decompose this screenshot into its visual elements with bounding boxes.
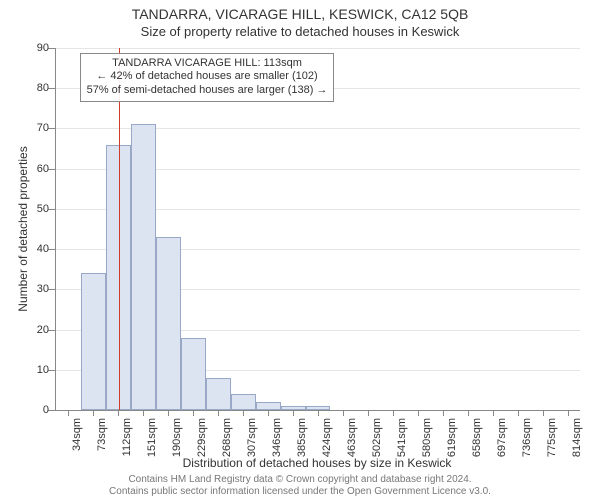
x-tick xyxy=(418,410,419,416)
x-tick-label: 697sqm xyxy=(496,418,508,457)
x-tick-label: 385sqm xyxy=(296,418,308,457)
y-tick xyxy=(48,249,55,250)
y-tick xyxy=(48,128,55,129)
y-tick-label: 30 xyxy=(19,283,49,295)
x-tick-label: 190sqm xyxy=(171,418,183,457)
y-tick-label: 80 xyxy=(19,82,49,94)
x-tick xyxy=(293,410,294,416)
x-tick-label: 73sqm xyxy=(96,418,108,451)
histogram-bar xyxy=(181,338,206,410)
x-tick-label: 736sqm xyxy=(521,418,533,457)
x-tick xyxy=(543,410,544,416)
y-tick xyxy=(48,48,55,49)
x-tick xyxy=(393,410,394,416)
x-tick-label: 502sqm xyxy=(371,418,383,457)
x-axis-label: Distribution of detached houses by size … xyxy=(55,456,579,470)
x-tick-label: 775sqm xyxy=(546,418,558,457)
x-tick-label: 229sqm xyxy=(196,418,208,457)
y-tick-label: 50 xyxy=(19,203,49,215)
x-tick-label: 619sqm xyxy=(446,418,458,457)
x-tick xyxy=(368,410,369,416)
chart-header: TANDARRA, VICARAGE HILL, KESWICK, CA12 5… xyxy=(0,0,600,39)
histogram-bar xyxy=(156,237,181,410)
histogram-bar xyxy=(231,394,256,410)
x-tick xyxy=(68,410,69,416)
annotation-line: ← 42% of detached houses are smaller (10… xyxy=(87,70,328,84)
histogram-bar xyxy=(131,124,156,410)
annotation-line: 57% of semi-detached houses are larger (… xyxy=(87,84,328,98)
footer-line1: Contains HM Land Registry data © Crown c… xyxy=(0,474,600,486)
y-tick xyxy=(48,169,55,170)
x-tick xyxy=(193,410,194,416)
property-marker-line xyxy=(119,48,120,410)
annotation-box: TANDARRA VICARAGE HILL: 113sqm← 42% of d… xyxy=(80,53,335,102)
histogram-bar xyxy=(206,378,231,410)
y-tick-label: 90 xyxy=(19,42,49,54)
y-tick-label: 70 xyxy=(19,122,49,134)
x-tick xyxy=(518,410,519,416)
title-address: TANDARRA, VICARAGE HILL, KESWICK, CA12 5… xyxy=(0,6,600,22)
y-tick xyxy=(48,88,55,89)
annotation-line: TANDARRA VICARAGE HILL: 113sqm xyxy=(87,57,328,71)
x-tick-label: 346sqm xyxy=(271,418,283,457)
x-tick-label: 814sqm xyxy=(571,418,583,457)
x-tick xyxy=(93,410,94,416)
x-tick xyxy=(318,410,319,416)
x-tick-label: 463sqm xyxy=(346,418,358,457)
x-tick xyxy=(443,410,444,416)
x-tick xyxy=(268,410,269,416)
x-tick-label: 658sqm xyxy=(471,418,483,457)
y-tick xyxy=(48,330,55,331)
x-tick xyxy=(218,410,219,416)
x-tick xyxy=(143,410,144,416)
y-tick xyxy=(48,370,55,371)
x-tick-label: 307sqm xyxy=(246,418,258,457)
attribution-footer: Contains HM Land Registry data © Crown c… xyxy=(0,474,600,498)
y-tick xyxy=(48,209,55,210)
x-tick-label: 112sqm xyxy=(121,418,133,456)
plot-area: TANDARRA VICARAGE HILL: 113sqm← 42% of d… xyxy=(55,48,580,411)
title-subtitle: Size of property relative to detached ho… xyxy=(0,24,600,39)
x-tick-label: 151sqm xyxy=(146,418,158,457)
x-tick xyxy=(493,410,494,416)
x-tick xyxy=(468,410,469,416)
footer-line2: Contains public sector information licen… xyxy=(0,486,600,498)
histogram-bar xyxy=(256,402,281,410)
histogram-bar xyxy=(81,273,106,410)
y-axis-label-container: Number of detached properties xyxy=(16,48,30,410)
y-tick xyxy=(48,410,55,411)
y-tick-label: 60 xyxy=(19,163,49,175)
x-tick-label: 580sqm xyxy=(421,418,433,457)
gridline xyxy=(56,48,580,49)
x-tick xyxy=(243,410,244,416)
x-tick-label: 541sqm xyxy=(396,418,408,457)
y-tick-label: 20 xyxy=(19,324,49,336)
x-tick-label: 268sqm xyxy=(221,418,233,457)
y-tick-label: 40 xyxy=(19,243,49,255)
x-tick xyxy=(168,410,169,416)
x-tick xyxy=(568,410,569,416)
x-tick-label: 424sqm xyxy=(321,418,333,457)
x-tick xyxy=(343,410,344,416)
y-tick-label: 0 xyxy=(19,404,49,416)
x-tick xyxy=(118,410,119,416)
x-tick-label: 34sqm xyxy=(71,418,83,451)
y-tick-label: 10 xyxy=(19,364,49,376)
y-tick xyxy=(48,289,55,290)
